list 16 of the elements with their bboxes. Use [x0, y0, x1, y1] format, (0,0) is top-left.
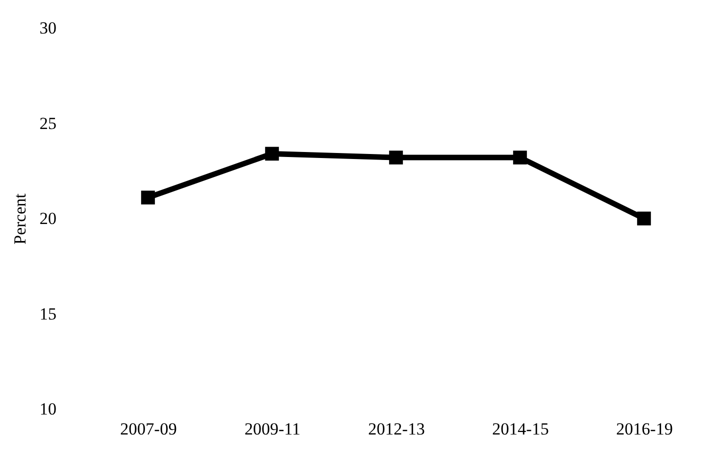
- point: [637, 212, 651, 226]
- y-tick-label: 25: [40, 114, 56, 133]
- point: [389, 150, 403, 164]
- x-tick-label: 2014-15: [492, 420, 549, 438]
- x-tick-label: 2016-19: [616, 420, 673, 438]
- y-tick-label: 30: [40, 18, 56, 38]
- x-tick-label: 2007-09: [120, 420, 177, 438]
- point: [265, 146, 279, 161]
- point: [141, 190, 155, 204]
- y-tick-label: 20: [40, 209, 56, 228]
- x-tick-label: 2009-11: [244, 420, 301, 438]
- y-tick-label: 10: [40, 400, 56, 418]
- x-tick-label: 2012-13: [368, 420, 425, 438]
- point: [513, 150, 527, 164]
- y-tick-label: 15: [40, 304, 56, 324]
- y-axis-title: Percent: [10, 193, 30, 244]
